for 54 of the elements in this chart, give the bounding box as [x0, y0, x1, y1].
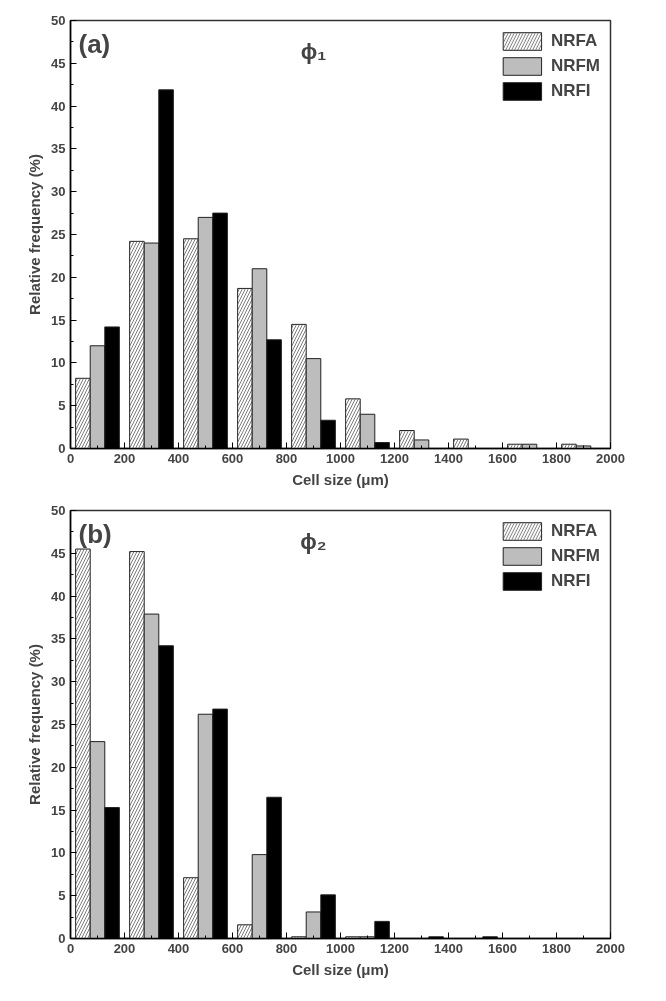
annotation: ϕ₁ [300, 38, 327, 64]
x-tick-label: 1600 [488, 940, 517, 956]
x-tick-label: 400 [167, 450, 190, 466]
x-tick-label: 200 [113, 450, 136, 466]
y-tick-label: 5 [58, 888, 66, 904]
x-tick-label: 1200 [380, 450, 409, 466]
y-tick-label: 40 [51, 98, 66, 114]
x-axis-title: Cell size (μm) [292, 960, 389, 978]
y-tick-label: 20 [51, 759, 66, 775]
annotation: (a) [78, 28, 111, 59]
x-tick-label: 1600 [488, 450, 517, 466]
y-tick-label: 45 [51, 55, 66, 71]
x-tick-label: 1400 [434, 940, 463, 956]
y-tick-label: 30 [51, 674, 66, 690]
x-tick-label: 200 [113, 940, 136, 956]
y-tick-label: 50 [51, 13, 66, 28]
y-tick-label: 10 [51, 355, 66, 371]
y-tick-label: 15 [51, 802, 66, 818]
x-tick-label: 400 [167, 940, 190, 956]
x-tick-label: 1000 [326, 450, 355, 466]
legend-label: NRFM [550, 56, 600, 76]
y-tick-label: 35 [51, 141, 66, 157]
y-tick-label: 35 [51, 631, 66, 647]
y-tick-label: 25 [51, 717, 66, 732]
x-tick-label: 2000 [596, 450, 625, 466]
x-tick-label: 1800 [542, 450, 571, 466]
y-tick-label: 25 [51, 227, 66, 242]
legend-label: NRFM [550, 546, 600, 566]
annotation: ϕ₂ [300, 528, 327, 554]
y-tick-label: 40 [51, 588, 66, 604]
legend-label: NRFA [550, 31, 598, 51]
y-tick-label: 45 [51, 545, 66, 561]
y-axis-title: Relative frequency (%) [26, 154, 44, 315]
annotation: (b) [78, 518, 112, 549]
y-tick-label: 10 [51, 845, 66, 861]
legend-label: NRFI [550, 81, 591, 101]
x-tick-label: 1400 [434, 450, 463, 466]
y-axis-title: Relative frequency (%) [26, 644, 44, 805]
x-tick-label: 600 [221, 940, 244, 956]
y-tick-label: 20 [51, 269, 66, 285]
x-tick-label: 1000 [326, 940, 355, 956]
x-tick-label: 2000 [596, 940, 625, 956]
y-tick-label: 30 [51, 184, 66, 200]
y-tick-label: 50 [51, 503, 66, 518]
x-tick-label: 800 [275, 450, 298, 466]
x-tick-label: 1800 [542, 940, 571, 956]
y-tick-label: 15 [51, 312, 66, 328]
x-tick-label: 1200 [380, 940, 409, 956]
legend-label: NRFA [550, 521, 598, 541]
legend-label: NRFI [550, 571, 591, 591]
y-tick-label: 5 [58, 398, 66, 414]
x-tick-label: 800 [275, 940, 298, 956]
x-axis-title: Cell size (μm) [292, 470, 389, 488]
x-tick-label: 600 [221, 450, 244, 466]
